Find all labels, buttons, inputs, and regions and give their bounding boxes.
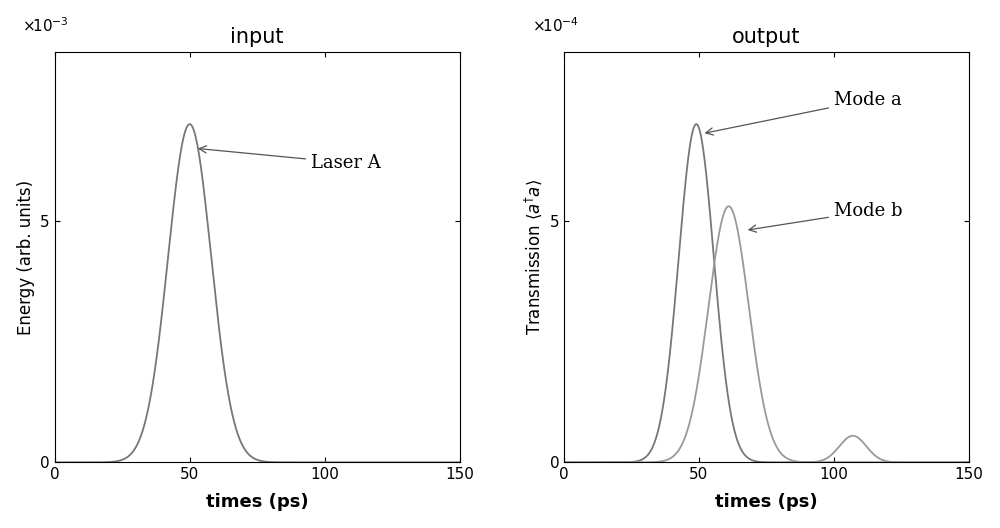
Title: output: output <box>732 27 801 48</box>
Text: Mode a: Mode a <box>706 91 902 135</box>
X-axis label: times (ps): times (ps) <box>206 493 308 511</box>
Text: $\times\!10^{-3}$: $\times\!10^{-3}$ <box>22 16 69 35</box>
Y-axis label: Transmission $\langle a^{\dagger}a\rangle$: Transmission $\langle a^{\dagger}a\rangl… <box>523 179 544 335</box>
Title: input: input <box>230 27 284 48</box>
Text: Laser A: Laser A <box>199 146 381 172</box>
Y-axis label: Energy (arb. units): Energy (arb. units) <box>17 180 35 335</box>
Text: $\times\!10^{-4}$: $\times\!10^{-4}$ <box>532 16 579 35</box>
Text: Mode b: Mode b <box>749 202 902 232</box>
X-axis label: times (ps): times (ps) <box>715 493 818 511</box>
